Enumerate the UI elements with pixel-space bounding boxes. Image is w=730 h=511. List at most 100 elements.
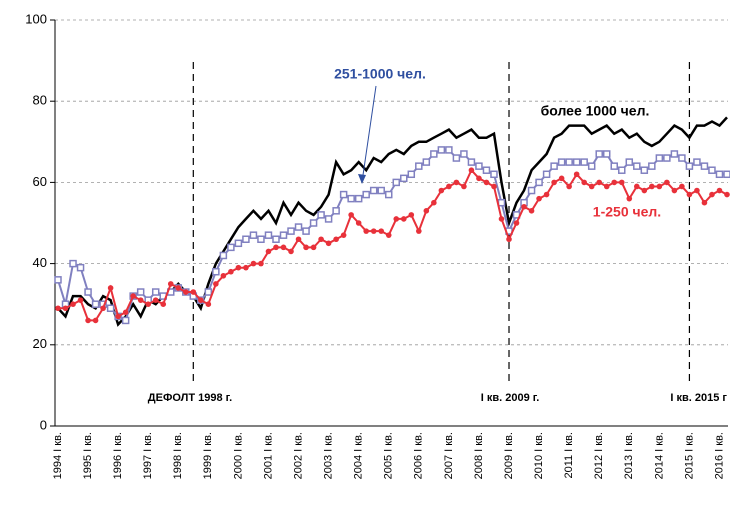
marker [603, 183, 610, 190]
marker [475, 162, 483, 170]
marker [243, 264, 249, 271]
marker [430, 150, 438, 158]
marker [670, 150, 679, 158]
x-tick-label: 2001 I кв. [262, 432, 274, 479]
marker [339, 190, 348, 199]
marker [318, 236, 324, 243]
series-line [58, 168, 728, 322]
marker [100, 305, 106, 312]
marker [565, 158, 573, 166]
x-tick-label: 2006 I кв. [413, 432, 425, 479]
marker [130, 293, 136, 299]
marker [303, 244, 309, 251]
marker [393, 216, 400, 222]
annotation: I кв. 2009 г. [481, 392, 540, 404]
marker [708, 166, 716, 174]
marker [482, 166, 491, 174]
marker [106, 304, 115, 313]
marker [648, 162, 656, 170]
annotation: ДЕФОЛТ 1998 г. [148, 392, 232, 404]
marker [160, 301, 167, 308]
marker [145, 301, 152, 308]
marker [137, 297, 144, 303]
y-tick-label: 100 [25, 11, 47, 26]
marker [528, 208, 535, 214]
marker [573, 171, 580, 178]
marker [700, 162, 709, 170]
marker [610, 162, 618, 170]
marker [272, 235, 280, 243]
marker [664, 179, 670, 186]
marker [483, 179, 490, 186]
x-tick-label: 2004 I кв. [353, 432, 365, 479]
marker [384, 190, 393, 199]
marker [333, 236, 339, 243]
marker [84, 288, 92, 296]
label-arrowhead [358, 174, 366, 184]
marker [491, 183, 497, 190]
marker [77, 297, 84, 303]
marker [536, 195, 542, 202]
marker [287, 227, 295, 235]
marker [415, 162, 423, 170]
marker [220, 272, 227, 279]
y-tick-label: 80 [33, 93, 47, 108]
marker [633, 162, 641, 170]
marker [227, 243, 235, 252]
marker [257, 235, 265, 243]
marker [295, 236, 302, 243]
x-tick-label: 2010 I кв. [533, 432, 545, 479]
x-tick-label: 2014 I кв. [653, 432, 665, 479]
marker [558, 175, 565, 182]
marker [685, 162, 694, 170]
annotation: I кв. 2015 г [670, 392, 727, 404]
marker [228, 268, 234, 275]
marker [581, 179, 587, 186]
marker [551, 179, 557, 186]
marker [309, 219, 318, 227]
marker [476, 175, 482, 182]
marker [490, 170, 498, 179]
x-tick-label: 1997 I кв. [142, 432, 154, 479]
label-arrow [361, 85, 377, 183]
marker [445, 146, 453, 154]
y-tick-label: 20 [33, 336, 47, 351]
x-tick-label: 2003 I кв. [323, 432, 335, 479]
marker [122, 309, 129, 316]
marker [198, 297, 204, 303]
y-tick-label: 0 [40, 417, 47, 432]
marker [324, 215, 333, 223]
marker [408, 212, 415, 218]
y-tick-label: 60 [33, 174, 47, 189]
marker [460, 150, 468, 158]
marker [400, 216, 407, 222]
marker [378, 228, 385, 234]
marker [595, 150, 603, 158]
marker [258, 260, 264, 267]
marker [167, 281, 174, 287]
marker [294, 223, 303, 231]
marker [136, 288, 145, 296]
x-tick-label: 2013 I кв. [623, 432, 635, 479]
x-tick-label: 1999 I кв. [202, 432, 214, 479]
x-tick-label: 2007 I кв. [443, 432, 455, 479]
marker [332, 207, 340, 215]
marker [580, 158, 588, 166]
marker [76, 263, 85, 272]
marker [347, 194, 355, 203]
marker [264, 231, 273, 239]
marker [204, 288, 213, 296]
marker [618, 166, 626, 174]
marker [91, 300, 100, 308]
marker [288, 248, 294, 255]
marker [107, 285, 114, 291]
marker [348, 212, 354, 218]
marker [431, 199, 437, 206]
marker [671, 187, 678, 194]
marker [694, 187, 700, 194]
marker [452, 154, 461, 162]
marker [640, 166, 649, 174]
marker [693, 158, 701, 166]
marker [250, 260, 257, 267]
marker [438, 187, 445, 194]
